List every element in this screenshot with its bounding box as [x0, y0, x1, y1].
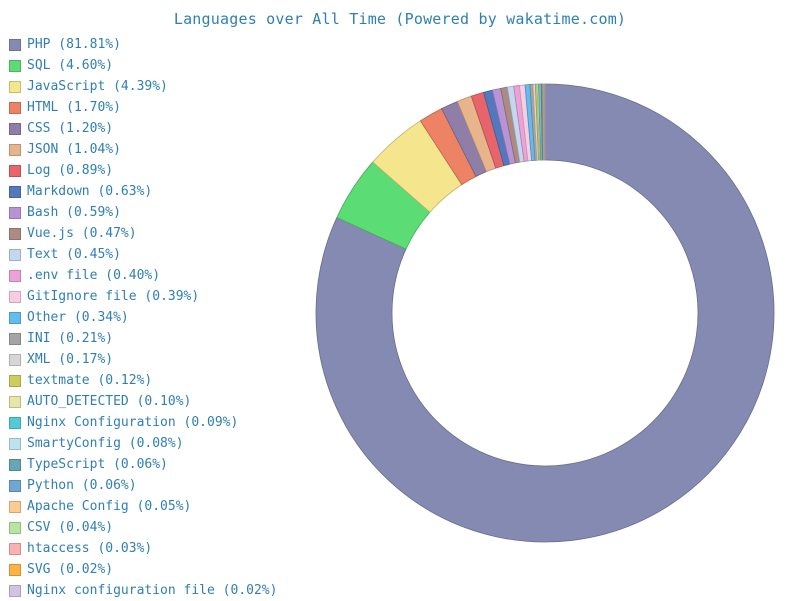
- donut-chart: [0, 0, 800, 600]
